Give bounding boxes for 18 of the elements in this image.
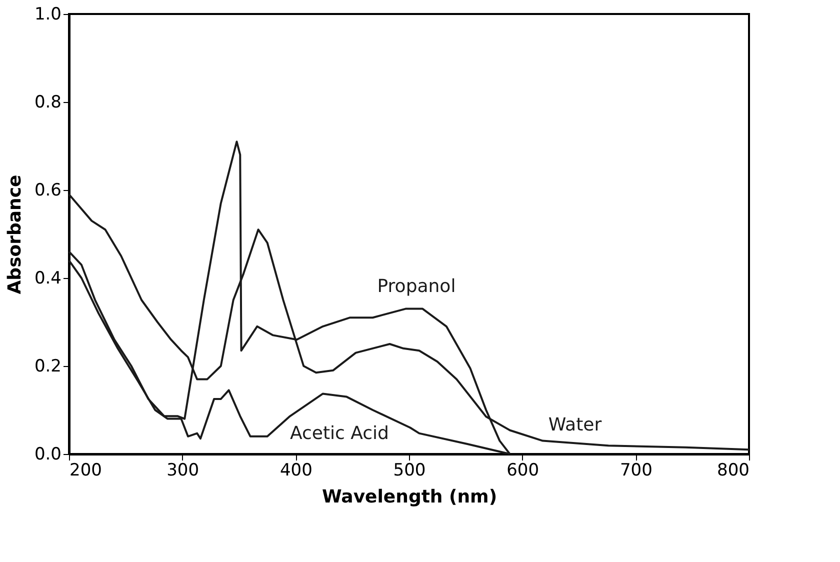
y-axis-title: Absorbance: [4, 174, 26, 294]
y-tick-label: 0.2: [34, 356, 62, 376]
y-tick-label: 0.8: [34, 92, 62, 112]
y-tick-label: 0.0: [34, 444, 62, 464]
x-tick-label: 200: [70, 460, 102, 480]
x-tick-label: 600: [506, 460, 540, 480]
series-label: Acetic Acid: [290, 423, 389, 444]
x-tick-label: 700: [620, 460, 652, 480]
x-tick-label: 300: [166, 460, 200, 480]
x-tick-label: 400: [280, 460, 312, 480]
y-tick-label: 0.4: [34, 268, 62, 288]
series-label: Propanol: [377, 276, 456, 297]
y-tick-label: 0.6: [34, 180, 62, 200]
x-axis-title: Wavelength (nm): [322, 486, 498, 508]
series-label: Water: [548, 414, 602, 436]
x-tick-label: 800: [717, 460, 750, 480]
x-tick-label: 500: [393, 460, 426, 480]
y-tick-label: 1.0: [34, 4, 62, 24]
